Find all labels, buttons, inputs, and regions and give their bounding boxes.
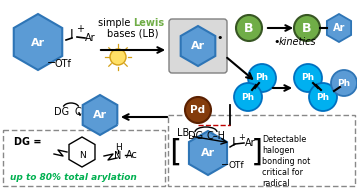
Text: Ph: Ph [256,74,268,83]
Text: bases (LB): bases (LB) [107,28,159,38]
Text: Ar: Ar [31,38,45,48]
Text: Ar: Ar [245,138,255,148]
Circle shape [294,64,322,92]
Polygon shape [14,14,62,70]
Text: [: [ [165,138,183,167]
Text: B: B [244,22,254,35]
Polygon shape [69,137,95,167]
Circle shape [185,97,211,123]
Text: +: + [238,132,246,142]
Text: +: + [76,24,84,34]
Text: OTf: OTf [55,59,71,69]
Text: Ar: Ar [201,148,215,158]
Text: Pd: Pd [190,105,206,115]
Text: Ar: Ar [85,33,95,43]
Text: Ph: Ph [337,78,351,88]
Text: H: H [115,143,121,152]
Polygon shape [189,131,227,175]
Text: Ph: Ph [241,92,255,101]
FancyBboxPatch shape [3,130,165,186]
Circle shape [294,15,320,41]
Text: Ar: Ar [93,110,107,120]
FancyBboxPatch shape [168,115,355,186]
Circle shape [309,83,337,111]
Circle shape [110,49,126,65]
Text: OTf: OTf [228,161,244,170]
Text: DG: DG [188,131,203,141]
Text: B: B [302,22,312,35]
Text: kinetics: kinetics [279,37,317,47]
Text: N: N [79,152,85,160]
Text: Ar: Ar [191,41,205,51]
Text: −: − [221,160,229,170]
FancyBboxPatch shape [169,19,227,73]
Text: LB:: LB: [177,128,192,138]
Text: •: • [274,37,284,47]
Circle shape [248,64,276,92]
Text: C–H: C–H [206,131,226,141]
Circle shape [331,70,357,96]
Text: I: I [232,136,236,149]
Text: Ph: Ph [316,92,330,101]
Circle shape [234,83,262,111]
Text: simple: simple [97,18,133,28]
Text: C: C [75,107,81,117]
Text: Ac: Ac [126,150,138,160]
Text: •: • [217,33,223,43]
Text: ]: ] [249,138,267,167]
Polygon shape [327,14,351,42]
Text: Ph: Ph [301,74,315,83]
Text: Lewis: Lewis [133,18,164,28]
Text: up to 80% total arylation: up to 80% total arylation [10,174,137,183]
Text: DG =: DG = [14,137,41,147]
Text: Detectable
halogen
bonding not
critical for
radical
generation: Detectable halogen bonding not critical … [262,135,310,189]
Text: I: I [70,29,74,42]
Polygon shape [181,26,215,66]
Polygon shape [83,95,117,135]
Text: DG: DG [54,107,70,117]
Text: −: − [47,58,57,68]
Circle shape [236,15,262,41]
Text: N: N [114,151,122,161]
Text: Ar: Ar [333,23,345,33]
